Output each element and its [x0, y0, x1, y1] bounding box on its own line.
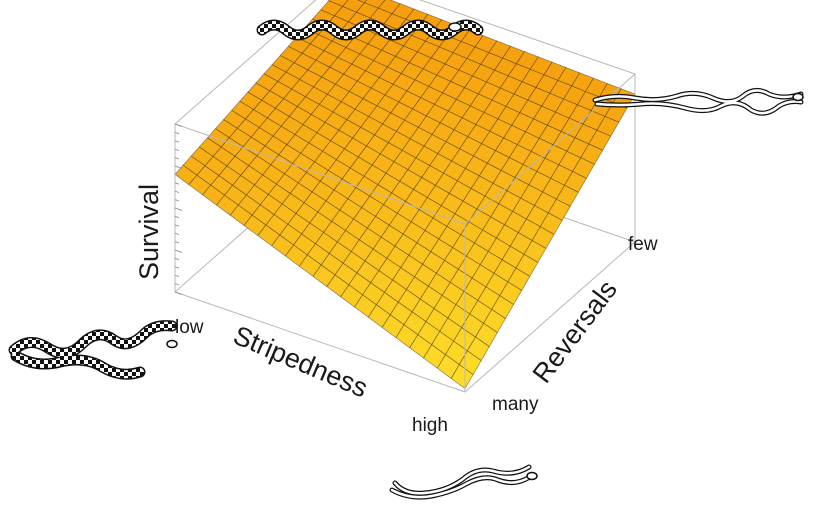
- surface-cell: [450, 364, 474, 390]
- box-edge: [464, 241, 636, 393]
- survival-axis-tick: [174, 123, 183, 127]
- survival-axis-label: Survival: [134, 184, 164, 280]
- reversing-snake-illustration-right: [592, 88, 804, 116]
- striped-snake-illustration-top: [256, 19, 484, 41]
- survival-axis-tick: [174, 199, 180, 202]
- survival-axis-tick: [174, 266, 180, 269]
- survival-axis-tick: [174, 165, 183, 169]
- survival-axis-tick: [174, 157, 180, 160]
- striped-snake-illustration-left: [8, 320, 178, 380]
- survival-axis-tick: [174, 291, 183, 295]
- survival-axis-tick: [174, 148, 180, 152]
- survival-axis-tick: [174, 173, 180, 177]
- stripedness-tick-low: low: [175, 317, 204, 338]
- survival-axis-tick: [174, 224, 180, 227]
- survival-axis-tick: [174, 283, 180, 286]
- survival-axis-tick: [174, 232, 180, 236]
- survival-axis-ticks: [174, 123, 183, 295]
- survival-axis-tick: [174, 131, 180, 135]
- box-edge: [174, 0, 317, 125]
- survival-axis-tick: [174, 190, 180, 194]
- reversing-snake-illustration-bottom: [389, 464, 538, 500]
- box-edge: [174, 123, 466, 225]
- survival-axis-tick: [174, 215, 180, 219]
- survival-axis-tick: [174, 249, 183, 253]
- box-edge: [418, 0, 636, 75]
- survival-axis-tick: [174, 140, 180, 143]
- survival-axis-tick: [174, 257, 180, 261]
- stripedness-axis-label: Stripedness: [229, 320, 372, 403]
- stripedness-tick-high: high: [412, 415, 448, 436]
- box-edge: [174, 291, 466, 393]
- survival-axis-tick: [174, 241, 180, 244]
- survival-axis-tick: [174, 207, 183, 211]
- reversals-tick-many: many: [492, 394, 539, 415]
- survival-axis-tick: [174, 274, 180, 278]
- reversals-tick-few: few: [628, 234, 658, 255]
- survival-axis-tick: [174, 182, 180, 185]
- reversals-axis-label: Reversals: [527, 275, 623, 389]
